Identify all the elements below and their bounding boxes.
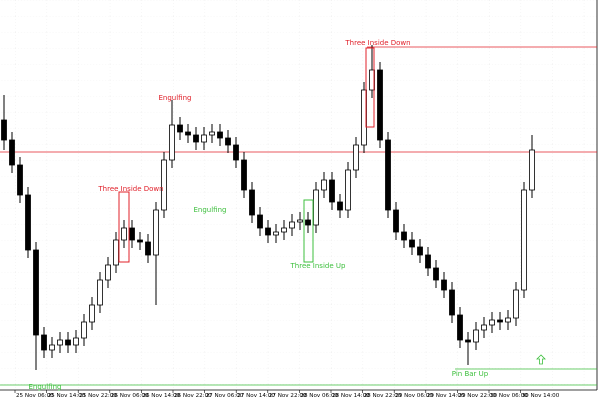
candle-body <box>481 324 487 331</box>
annotation: Engulfing <box>159 94 192 102</box>
candle-body <box>185 131 191 136</box>
candle-body <box>73 337 79 346</box>
candle-body <box>65 339 71 346</box>
candle-body <box>489 319 495 326</box>
candle-body <box>337 201 343 211</box>
candle-body <box>25 194 31 251</box>
x-tick-label: 28 Nov 22:00 <box>364 393 402 399</box>
x-tick-label: 25 Nov 06:00 <box>16 393 54 399</box>
x-tick-label: 25 Nov 14:00 <box>48 393 86 399</box>
candle-body <box>9 139 15 166</box>
candle-body <box>497 319 503 323</box>
candle-body <box>217 131 223 139</box>
x-tick-label: 29 Nov 14:00 <box>427 393 465 399</box>
candle-body <box>457 314 463 341</box>
x-tick-label: 26 Nov 14:00 <box>142 393 180 399</box>
candle-body <box>433 267 439 281</box>
candle-body <box>289 221 295 229</box>
candle-body <box>1 119 7 141</box>
candle-body <box>129 227 135 241</box>
candle-body <box>89 304 95 323</box>
candle-body <box>449 289 455 316</box>
candle-body <box>401 231 407 241</box>
candle-body <box>465 339 471 343</box>
candle-body <box>417 246 423 256</box>
candle-body <box>249 189 255 216</box>
candle-body <box>321 179 327 191</box>
annotation: Three Inside Up <box>290 262 346 270</box>
x-tick-label: 30 Nov 06:00 <box>490 393 528 399</box>
candle-body <box>377 69 383 141</box>
candle-body <box>41 334 47 351</box>
pattern-box <box>118 191 130 263</box>
candle-body <box>169 124 175 161</box>
candle-body <box>113 239 119 266</box>
candle-body <box>153 209 159 256</box>
candle-body <box>33 249 39 336</box>
candle-body <box>201 134 207 143</box>
x-tick-label: 29 Nov 22:00 <box>458 393 496 399</box>
candle-body <box>305 219 311 226</box>
x-tick-label: 28 Nov 06:00 <box>300 393 338 399</box>
pattern-box <box>303 199 314 263</box>
x-tick-label: 27 Nov 22:00 <box>269 393 307 399</box>
pattern-box <box>365 47 375 128</box>
candle-body <box>97 279 103 306</box>
x-tick-label: 30 Nov 14:00 <box>522 393 560 399</box>
x-tick-label: 25 Nov 22:00 <box>79 393 117 399</box>
candle-body <box>233 144 239 161</box>
candle-body <box>81 321 87 339</box>
candle-body <box>505 317 511 323</box>
candle-body <box>521 189 527 291</box>
candle-body <box>385 139 391 211</box>
candle-body <box>105 264 111 281</box>
candle-body <box>265 227 271 236</box>
candle-body <box>57 339 63 346</box>
annotation: Engulfing <box>194 206 227 214</box>
x-tick-label: 28 Nov 14:00 <box>332 393 370 399</box>
x-tick-label: 29 Nov 06:00 <box>395 393 433 399</box>
candle-body <box>225 137 231 146</box>
candle-body <box>161 159 167 211</box>
candle-body <box>409 239 415 248</box>
annotation: Three Inside Down <box>344 39 410 47</box>
candle-body <box>193 134 199 143</box>
grid <box>0 0 597 390</box>
candle-body <box>353 144 359 171</box>
x-tick-label: 26 Nov 22:00 <box>174 393 212 399</box>
candle-body <box>17 164 23 196</box>
candle-body <box>257 214 263 229</box>
annotation: Three Inside Down <box>97 185 163 193</box>
candle-body <box>441 279 447 291</box>
candle-body <box>297 219 303 223</box>
candle-body <box>137 239 143 243</box>
candle-body <box>209 131 215 136</box>
candle-body <box>177 124 183 133</box>
annotation: Engulfing <box>29 383 62 391</box>
candle-body <box>281 227 287 233</box>
candle-body <box>393 209 399 233</box>
annotation: Pin Bar Up <box>452 370 489 378</box>
candle-body <box>329 179 335 203</box>
arrow-up <box>536 354 546 365</box>
candle-body <box>473 329 479 343</box>
candle-body <box>273 231 279 236</box>
candle-body <box>241 159 247 191</box>
candle-body <box>345 169 351 211</box>
candle-body <box>121 227 127 241</box>
x-tick-label: 27 Nov 14:00 <box>237 393 275 399</box>
candle-body <box>49 344 55 351</box>
candle-body <box>513 289 519 319</box>
candle-body <box>529 149 535 191</box>
x-tick-label: 26 Nov 06:00 <box>111 393 149 399</box>
candle-body <box>145 241 151 256</box>
candle-body <box>313 189 319 226</box>
x-tick-label: 27 Nov 06:00 <box>206 393 244 399</box>
candle-body <box>425 254 431 269</box>
